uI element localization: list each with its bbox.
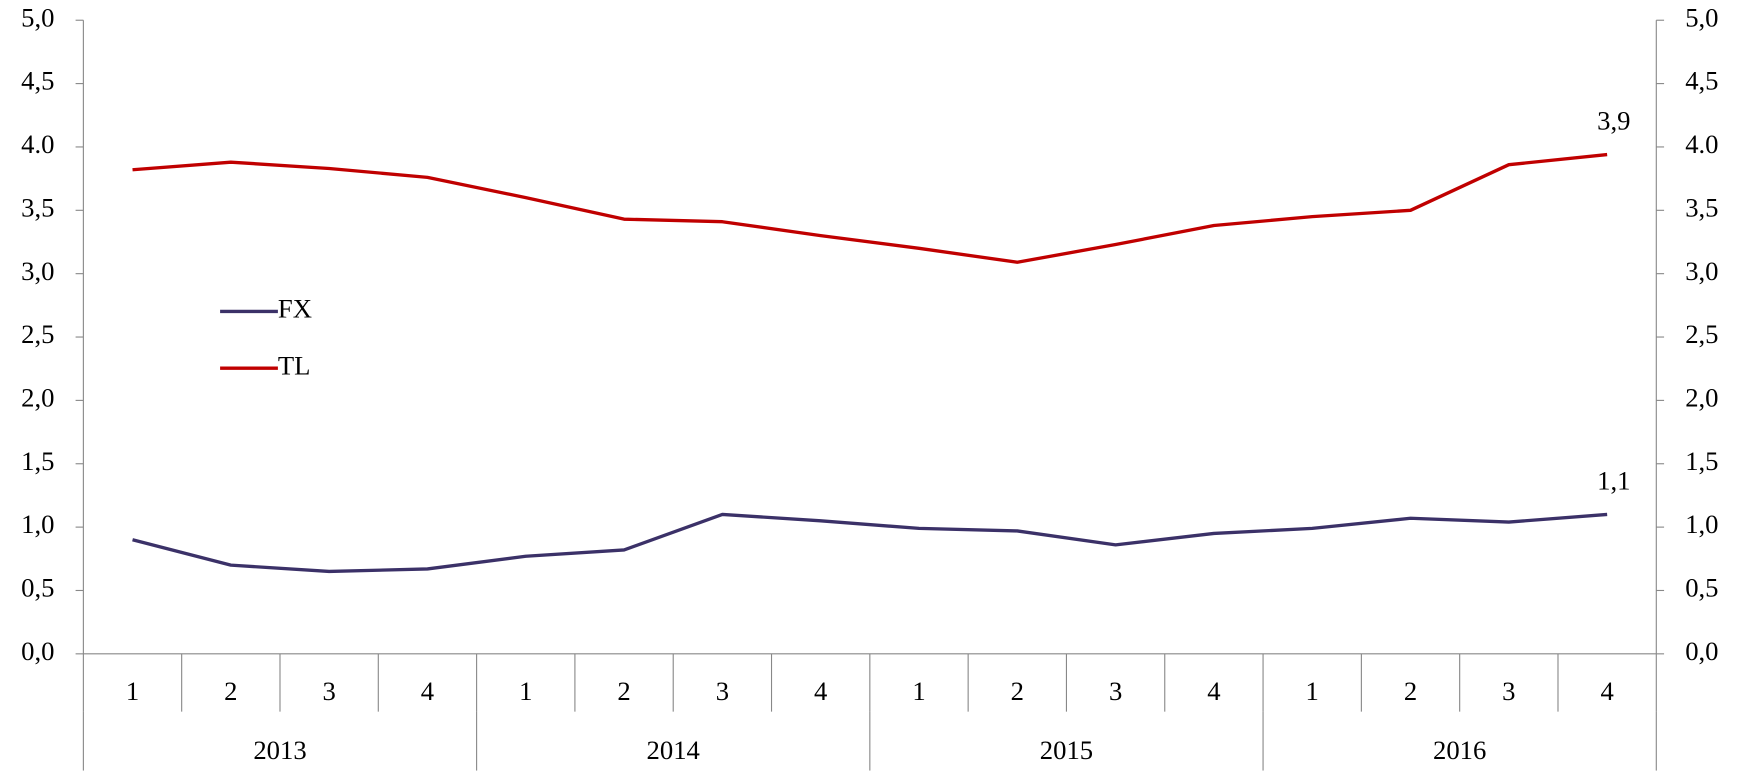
x-tick-label: 4 (1207, 676, 1220, 706)
series-line (132, 152, 1608, 264)
x-tick-label: 1 (519, 676, 532, 706)
y2-tick-label: 3,0 (1685, 256, 1718, 286)
y-tick-label: 4.0 (21, 129, 54, 159)
legend-label: TL (278, 350, 311, 380)
y2-tick-label: 2,0 (1685, 383, 1718, 413)
y-tick-label: 2,0 (21, 383, 54, 413)
x-tick-label: 3 (322, 676, 335, 706)
y2-tick-label: 5,0 (1685, 2, 1718, 32)
y2-tick-label: 2,5 (1685, 319, 1718, 349)
x-tick-label: 3 (1109, 676, 1122, 706)
x-tick-label: 2 (617, 676, 630, 706)
y-tick-label: 2,5 (21, 319, 54, 349)
y2-tick-label: 3,5 (1685, 192, 1718, 222)
x-tick-label: 4 (814, 676, 827, 706)
x-tick-label: 1 (912, 676, 925, 706)
y2-tick-label: 4,5 (1685, 66, 1718, 96)
y-tick-label: 1,0 (21, 509, 54, 539)
x-tick-label: 3 (716, 676, 729, 706)
x-tick-label: 1 (126, 676, 139, 706)
y-tick-label: 3,5 (21, 192, 54, 222)
y2-tick-label: 0,5 (1685, 573, 1718, 603)
x-tick-label: 2 (224, 676, 237, 706)
data-label: 1,1 (1597, 465, 1630, 495)
x-tick-label: 1 (1306, 676, 1319, 706)
legend-label: FX (278, 294, 312, 324)
y2-tick-label: 1,0 (1685, 509, 1718, 539)
series-line (132, 512, 1608, 574)
y-tick-label: 3,0 (21, 256, 54, 286)
y-tick-label: 4,5 (21, 66, 54, 96)
y-tick-label: 5,0 (21, 2, 54, 32)
y2-tick-label: 0,0 (1685, 636, 1718, 666)
x-tick-label: 2 (1011, 676, 1024, 706)
x-group-label: 2014 (647, 735, 700, 765)
x-tick-label: 4 (421, 676, 434, 706)
y-tick-label: 0,5 (21, 573, 54, 603)
x-group-label: 2013 (253, 735, 306, 765)
y-tick-label: 1,5 (21, 446, 54, 476)
x-group-label: 2016 (1433, 735, 1486, 765)
x-tick-label: 4 (1600, 676, 1613, 706)
y2-tick-label: 1,5 (1685, 446, 1718, 476)
y-tick-label: 0,0 (21, 636, 54, 666)
data-label: 3,9 (1597, 106, 1630, 136)
x-group-label: 2015 (1040, 735, 1093, 765)
x-tick-label: 2 (1404, 676, 1417, 706)
y2-tick-label: 4.0 (1685, 129, 1718, 159)
x-tick-label: 3 (1502, 676, 1515, 706)
